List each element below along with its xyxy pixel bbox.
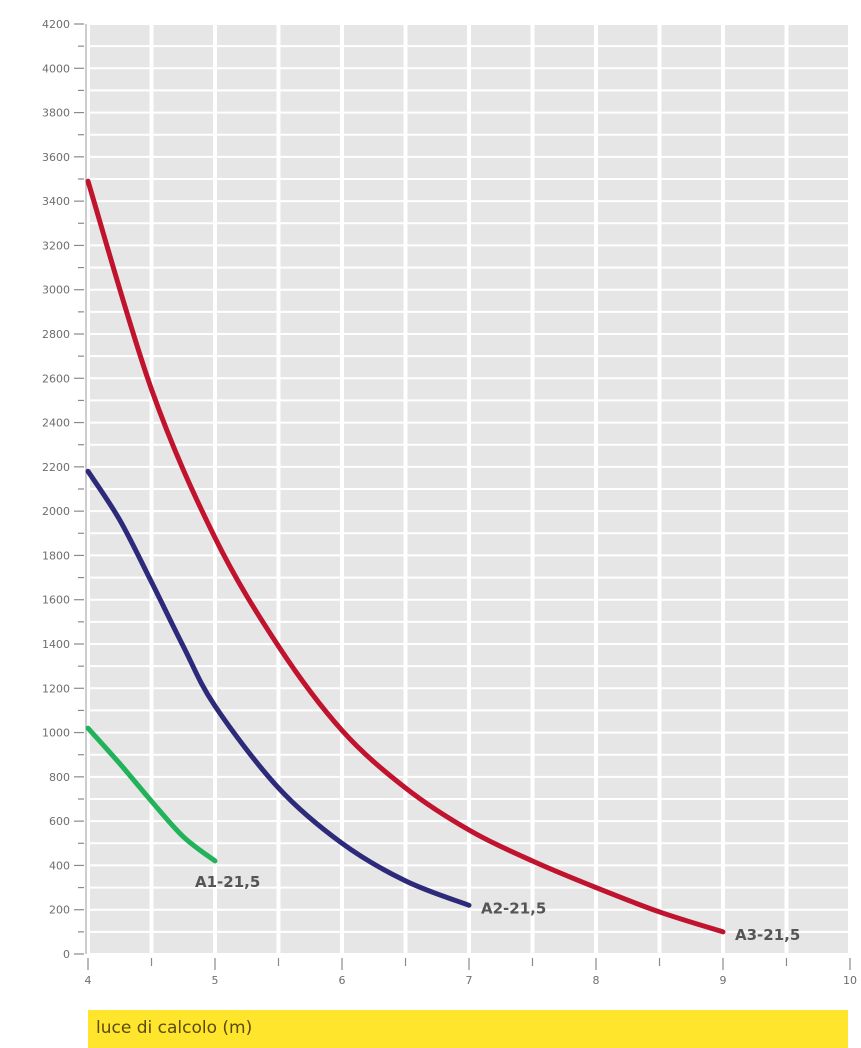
y-tick-label: 1800	[42, 549, 70, 562]
series-label-3: A3-21,5	[735, 926, 800, 944]
y-tick-label: 0	[63, 948, 70, 961]
y-tick-label: 200	[49, 904, 70, 917]
x-axis-title-bar: luce di calcolo (m)	[88, 1010, 848, 1048]
y-tick-label: 2400	[42, 417, 70, 430]
y-tick-label: 3400	[42, 195, 70, 208]
series-labels: A1-21,5 A2-21,5 A3-21,5	[195, 873, 800, 944]
x-tick-label: 10	[843, 974, 857, 987]
y-tick-label: 2600	[42, 372, 70, 385]
y-tick-label: 3200	[42, 239, 70, 252]
series-label-2: A2-21,5	[481, 899, 546, 917]
series-label-1: A1-21,5	[195, 873, 260, 891]
x-tick-label: 7	[466, 974, 473, 987]
y-tick-label: 1200	[42, 682, 70, 695]
y-tick-label: 3600	[42, 151, 70, 164]
y-tick-label: 2200	[42, 461, 70, 474]
y-tick-label: 4000	[42, 62, 70, 75]
y-tick-label: 600	[49, 815, 70, 828]
series-line-1	[85, 725, 218, 864]
y-tick-label: 1600	[42, 594, 70, 607]
x-tick-label: 6	[339, 974, 346, 987]
y-tick-label: 3800	[42, 107, 70, 120]
y-tick-label: 800	[49, 771, 70, 784]
series-group	[85, 178, 726, 935]
y-tick-label: 3000	[42, 284, 70, 297]
series-line-2	[85, 468, 472, 908]
x-tick-label: 5	[212, 974, 219, 987]
y-tick-label: 1000	[42, 727, 70, 740]
x-axis: 4 5 6 7 8 9 10	[85, 958, 857, 987]
y-axis: 0 200 400 600 800 1000 1200 1400 1600 1800 2000 220…	[42, 18, 87, 961]
x-tick-label: 9	[720, 974, 727, 987]
x-tick-label: 4	[85, 974, 92, 987]
series-line-3	[85, 178, 726, 935]
line-chart: 0 200 400 600 800 1000 1200 1400 1600 1800 2000 220…	[42, 18, 857, 987]
grid	[86, 23, 852, 955]
y-tick-label: 4200	[42, 18, 70, 31]
x-axis-title: luce di calcolo (m)	[96, 1018, 253, 1038]
y-tick-label: 2000	[42, 505, 70, 518]
y-tick-label: 400	[49, 859, 70, 872]
y-tick-label: 2800	[42, 328, 70, 341]
y-tick-label: 1400	[42, 638, 70, 651]
x-tick-label: 8	[593, 974, 600, 987]
